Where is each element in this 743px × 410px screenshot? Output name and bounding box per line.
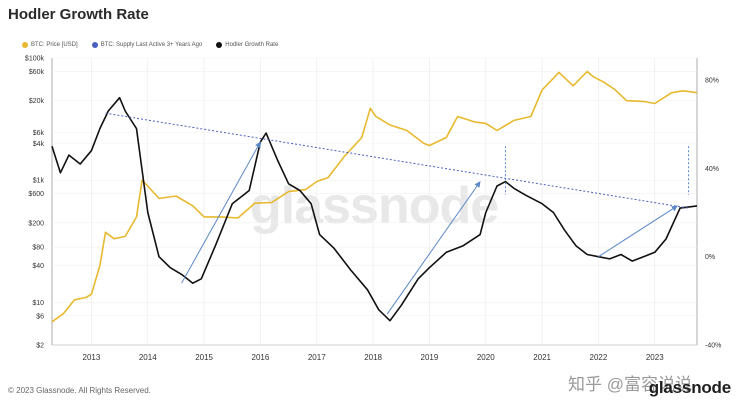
trend-line-dotted bbox=[105, 112, 689, 209]
legend-label-hodler: Hodler Growth Rate bbox=[225, 42, 279, 48]
x-tick-label: 2014 bbox=[139, 353, 157, 362]
y-left-tick-label: $600 bbox=[28, 191, 44, 198]
y-right-tick-label: 80% bbox=[705, 78, 719, 85]
y-left-tick-label: $200 bbox=[28, 220, 44, 227]
copyright-text: © 2023 Glassnode. All Rights Reserved. bbox=[8, 386, 151, 395]
legend-dot-supply bbox=[91, 42, 98, 48]
y-left-tick-label: $20k bbox=[29, 98, 45, 105]
y-left-tick-label: $100k bbox=[25, 56, 45, 63]
x-tick-label: 2022 bbox=[590, 353, 608, 362]
watermark: glassnode bbox=[250, 177, 499, 235]
y-right-tick-label: -40% bbox=[705, 343, 721, 350]
y-left-tick-label: $2 bbox=[36, 343, 44, 350]
y-left-tick-label: $1k bbox=[33, 178, 45, 185]
y-right-tick-label: 0% bbox=[705, 254, 715, 261]
x-tick-label: 2016 bbox=[252, 353, 270, 362]
legend-label-price: BTC: Price [USD] bbox=[31, 42, 78, 48]
y-left-tick-label: $10 bbox=[32, 300, 44, 307]
page-title: Hodler Growth Rate bbox=[8, 6, 149, 23]
y-left-tick-label: $60k bbox=[29, 69, 45, 76]
y-left-tick-label: $80 bbox=[32, 245, 44, 252]
x-tick-label: 2021 bbox=[533, 353, 551, 362]
trend-arrow bbox=[598, 205, 678, 258]
x-tick-label: 2015 bbox=[195, 353, 213, 362]
legend-label-supply: BTC: Supply Last Active 3+ Years Ago bbox=[100, 42, 203, 48]
y-left-tick-label: $6k bbox=[33, 130, 45, 137]
hodler-growth-series-line bbox=[51, 96, 698, 322]
source-watermark: 知乎 @富容说说 bbox=[568, 375, 692, 394]
legend-item-hodler[interactable]: Hodler Growth Rate bbox=[216, 42, 278, 48]
price-series-line bbox=[51, 70, 698, 323]
legend-dot-price bbox=[22, 42, 28, 48]
x-tick-label: 2020 bbox=[477, 353, 495, 362]
trend-arrow bbox=[181, 141, 261, 284]
legend-item-price[interactable]: BTC: Price [USD] bbox=[22, 42, 78, 48]
x-tick-label: 2013 bbox=[83, 353, 101, 362]
legend-item-supply[interactable]: BTC: Supply Last Active 3+ Years Ago bbox=[91, 42, 203, 48]
y-right-tick-label: 40% bbox=[705, 166, 719, 173]
x-tick-label: 2018 bbox=[364, 353, 382, 362]
trend-arrow bbox=[386, 181, 481, 315]
brand-logo[interactable]: glassnode bbox=[648, 378, 731, 397]
x-tick-label: 2017 bbox=[308, 353, 326, 362]
x-tick-label: 2019 bbox=[421, 353, 439, 362]
legend-dot-hodler bbox=[216, 42, 223, 48]
y-left-tick-label: $40 bbox=[32, 263, 44, 270]
y-left-tick-label: $6 bbox=[36, 313, 44, 320]
chart-legend: BTC: Price [USD] BTC: Supply Last Active… bbox=[22, 42, 278, 48]
y-left-tick-label: $4k bbox=[33, 141, 45, 148]
x-tick-label: 2023 bbox=[646, 353, 664, 362]
